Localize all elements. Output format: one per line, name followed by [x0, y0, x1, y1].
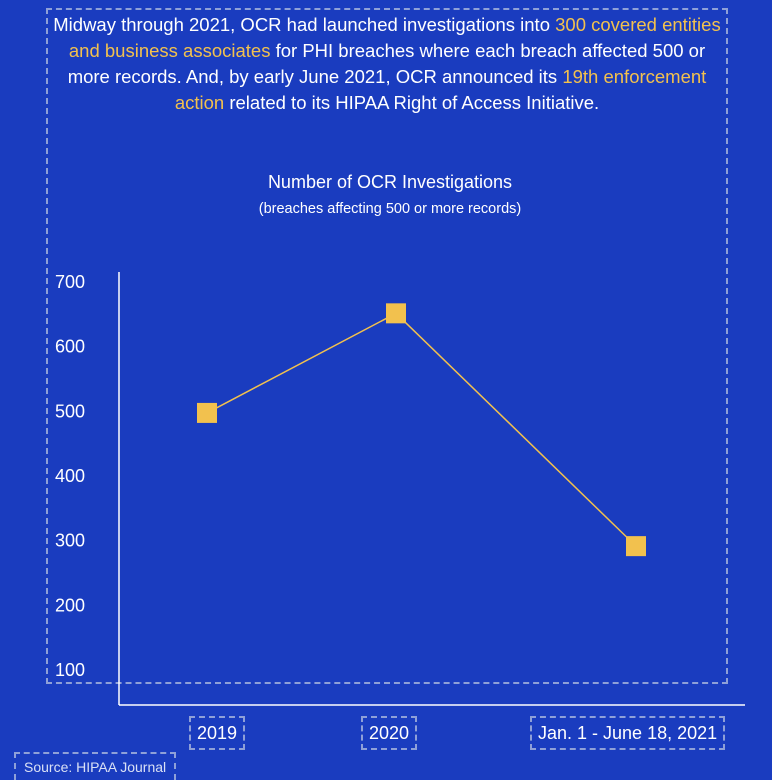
data-point-2 — [626, 536, 646, 557]
data-point-0 — [197, 402, 217, 423]
intro-part1: Midway through 2021, OCR had launched in… — [53, 14, 556, 35]
y-tick-label-3: 400 — [55, 466, 85, 486]
series-line — [206, 312, 637, 547]
x-tick-label-2: Jan. 1 - June 18, 2021 — [530, 716, 726, 750]
intro-highlight-entities: 300 covered entities and business associ… — [68, 14, 721, 61]
intro-frame — [46, 8, 728, 684]
intro-part2: for PHI breaches where each breach affec… — [67, 40, 706, 87]
intro-part3: related to its HIPAA Right of Access Ini… — [224, 92, 600, 113]
y-tick-label-6: 700 — [55, 272, 85, 292]
y-tick-label-0: 100 — [55, 660, 85, 680]
y-tick-label-1: 200 — [55, 595, 85, 615]
y-tick-label-4: 500 — [55, 401, 85, 421]
source-note: Source: HIPAA Journal — [14, 752, 177, 780]
intro-highlight-enforcement: 19th enforcement action — [174, 66, 707, 113]
y-tick-label-5: 600 — [55, 337, 85, 357]
y-tick-label-2: 300 — [55, 531, 85, 551]
intro-text: Midway through 2021, OCR had launched in… — [50, 12, 724, 116]
x-tick-label-0: 2019 — [189, 716, 246, 750]
data-point-1 — [386, 303, 406, 324]
chart-subtitle: (breaches affecting 500 or more records) — [258, 201, 522, 217]
chart-title: Number of OCR Investigations — [267, 172, 513, 192]
x-tick-label-1: 2020 — [361, 716, 418, 750]
